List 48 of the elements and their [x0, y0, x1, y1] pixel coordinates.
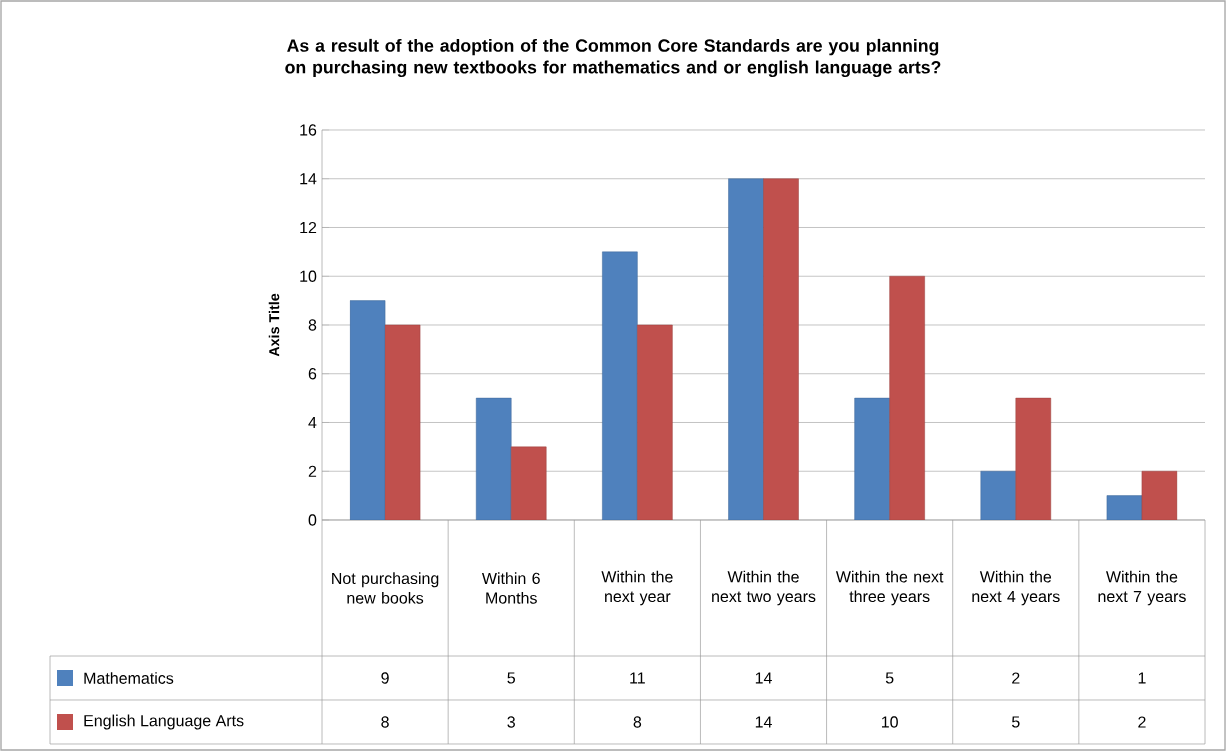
- bar: [637, 324, 673, 520]
- x-tick-label: Within 6 Months: [481, 572, 540, 604]
- x-tick-label: Within the next year: [601, 570, 673, 606]
- bar: [1015, 397, 1052, 520]
- legend-label: Mathematics: [84, 672, 174, 684]
- y-tick-label: 6: [308, 368, 317, 380]
- data-label: 2: [1138, 716, 1146, 728]
- bar: [1141, 471, 1178, 520]
- bar: [384, 324, 421, 520]
- data-label: 5: [507, 672, 516, 684]
- x-tick-label: Not purchasing new books: [332, 572, 439, 604]
- x-tick-label: Within the next two years: [712, 570, 816, 606]
- data-label: 8: [381, 716, 389, 728]
- bar: [475, 397, 512, 520]
- data-label: 5: [885, 672, 894, 684]
- data-label: 10: [881, 716, 898, 728]
- data-label: 14: [755, 672, 772, 684]
- bar: [728, 178, 764, 520]
- bar: [763, 178, 799, 520]
- data-label: 3: [507, 716, 515, 728]
- data-label: 9: [381, 672, 389, 684]
- bar: [889, 275, 925, 520]
- y-tick-label: 2: [308, 465, 317, 477]
- data-label: 11: [630, 672, 645, 684]
- y-axis-title: Axis Title: [268, 293, 280, 357]
- y-tick-label: 4: [308, 417, 317, 428]
- y-tick-label: 14: [300, 173, 317, 185]
- x-tick-label: Within the next 7 years: [1098, 570, 1186, 606]
- data-label: 14: [755, 716, 772, 728]
- y-tick-label: 8: [308, 319, 317, 331]
- data-label: 2: [1012, 672, 1020, 684]
- data-label: 8: [633, 716, 642, 728]
- y-tick-label: 10: [300, 270, 317, 282]
- data-label: 5: [1012, 716, 1020, 728]
- bar: [510, 446, 547, 520]
- bar: [980, 471, 1017, 520]
- y-tick-label: 0: [308, 514, 317, 526]
- chart-title: As a result of the adoption of the Common Core Standards are you planning on purchasing new textbooks for mathematics and or english language arts?: [285, 38, 941, 78]
- bar: [602, 251, 638, 520]
- bar: [1106, 495, 1143, 520]
- bar: [854, 397, 890, 520]
- bar: [349, 300, 386, 520]
- x-tick-label: Within the next three years: [835, 570, 944, 606]
- x-tick-label: Within the next 4 years: [972, 570, 1060, 606]
- y-tick-label: 12: [300, 221, 317, 234]
- y-tick-label: 16: [300, 124, 317, 136]
- legend-label: English Language Arts: [84, 714, 244, 730]
- data-label: 1: [1138, 672, 1146, 684]
